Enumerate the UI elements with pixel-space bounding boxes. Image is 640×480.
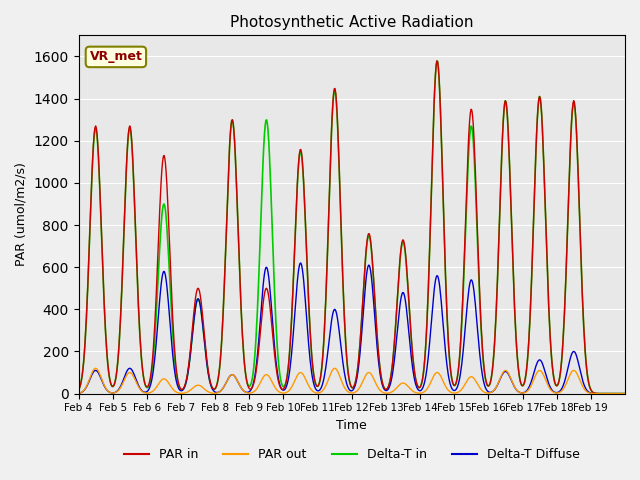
PAR out — [75, 390, 83, 396]
Delta-T in — [139, 368, 147, 373]
Delta-T Diffuse — [239, 387, 247, 393]
PAR in — [287, 330, 294, 336]
Legend: PAR in, PAR out, Delta-T in, Delta-T Diffuse: PAR in, PAR out, Delta-T in, Delta-T Dif… — [119, 443, 584, 466]
PAR out — [140, 389, 147, 395]
Delta-T in — [440, 201, 447, 207]
PAR in — [433, 58, 441, 64]
X-axis label: Time: Time — [337, 419, 367, 432]
Delta-T Diffuse — [621, 391, 629, 396]
Delta-T in — [266, 170, 274, 176]
PAR in — [139, 368, 147, 373]
PAR in — [75, 387, 83, 393]
Delta-T in — [433, 58, 441, 64]
Delta-T in — [287, 330, 294, 336]
Line: PAR in: PAR in — [79, 61, 625, 394]
Delta-T Diffuse — [139, 388, 147, 394]
Line: Delta-T in: Delta-T in — [79, 61, 625, 394]
Delta-T Diffuse — [297, 260, 305, 266]
PAR out — [621, 391, 629, 396]
PAR in — [266, 306, 274, 312]
PAR out — [288, 384, 296, 390]
PAR out — [240, 388, 248, 394]
PAR out — [440, 379, 447, 384]
Line: Delta-T Diffuse: Delta-T Diffuse — [79, 263, 625, 394]
Delta-T Diffuse — [287, 358, 294, 364]
PAR in — [239, 344, 247, 349]
PAR in — [621, 391, 629, 396]
PAR out — [92, 365, 99, 371]
Delta-T Diffuse — [440, 324, 447, 329]
Y-axis label: PAR (umol/m2/s): PAR (umol/m2/s) — [15, 163, 28, 266]
PAR in — [440, 201, 447, 207]
Delta-T in — [239, 343, 247, 349]
Delta-T Diffuse — [266, 289, 274, 295]
Delta-T in — [75, 387, 83, 393]
PAR in — [408, 344, 416, 350]
Delta-T in — [408, 345, 416, 350]
Title: Photosynthetic Active Radiation: Photosynthetic Active Radiation — [230, 15, 474, 30]
Line: PAR out: PAR out — [79, 368, 625, 394]
PAR out — [409, 388, 417, 394]
Delta-T Diffuse — [75, 390, 83, 396]
Text: VR_met: VR_met — [90, 50, 142, 63]
Delta-T in — [621, 391, 629, 396]
Delta-T Diffuse — [409, 366, 417, 372]
PAR out — [267, 377, 275, 383]
